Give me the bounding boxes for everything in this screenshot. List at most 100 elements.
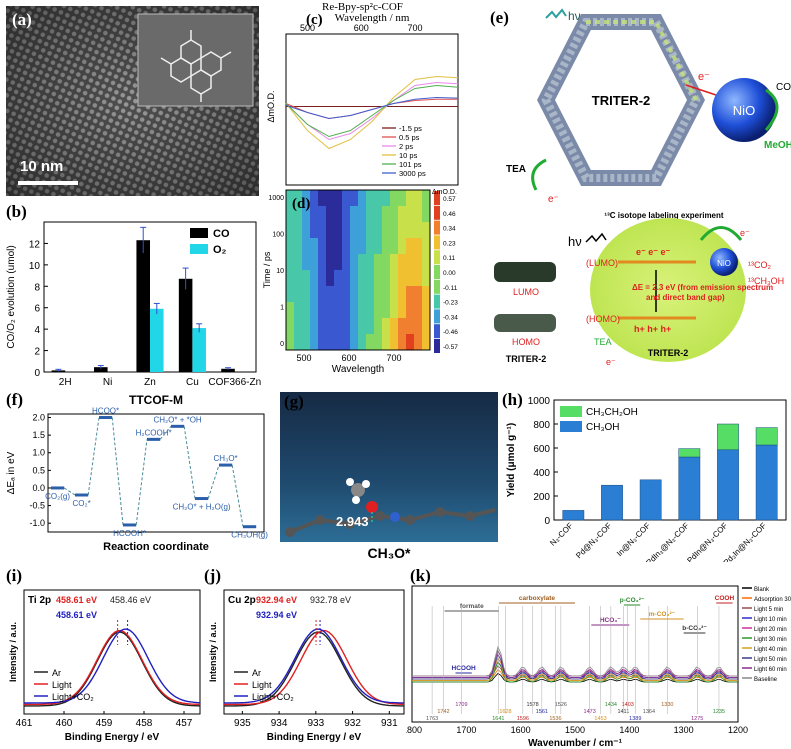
transition-line [111, 417, 124, 526]
y-axis-label-c: ΔmO.D. [266, 90, 276, 122]
heatmap-cell [422, 190, 431, 207]
tea-label-top: TEA [506, 164, 526, 175]
heatmap-cell [390, 206, 399, 223]
peak-annotation-i: 458.61 eV [56, 595, 97, 605]
stacked-bar-ch3oh [562, 510, 585, 521]
heatmap-cell [422, 302, 431, 319]
colorbar-segment [434, 265, 440, 279]
heatmap-cell [374, 318, 383, 335]
panel-label-d: (d) [292, 196, 310, 212]
x-tick-label-h: PdIn@N₃-COF [685, 521, 729, 562]
heatmap-cell [342, 254, 351, 271]
species-label: CH₃O* [367, 545, 411, 561]
heatmap-cell [374, 302, 383, 319]
x-tick-label-c: 600 [354, 23, 369, 33]
heatmap-cell [294, 318, 303, 335]
heatmap-cell [334, 286, 343, 303]
series-line-c [285, 75, 459, 150]
stacked-bar-ch3ch2oh [678, 448, 701, 458]
heatmap-cell [414, 286, 423, 303]
heatmap-cell [358, 206, 367, 223]
heatmap-cell [342, 302, 351, 319]
c13o2-label: ¹³CO₂ [748, 260, 771, 270]
heatmap-cell [406, 222, 415, 239]
co2-label: CO₂ [776, 82, 791, 93]
xps-curve [23, 629, 201, 706]
legend-swatch-b [190, 244, 208, 254]
heatmap-cell [422, 318, 431, 335]
heatmap-cell [294, 270, 303, 287]
legend-label-j: Ar [252, 668, 261, 678]
x-tick-label-i: 459 [96, 718, 113, 729]
legend-label-i: Light [52, 680, 72, 690]
peak-label: 1526 [555, 702, 567, 708]
plot-frame-k [411, 585, 739, 723]
isotope-title: ¹³C isotope labeling experiment [604, 211, 723, 220]
stacked-bar-ch3ch2oh [755, 427, 778, 446]
peak-label: 1641 [492, 716, 504, 722]
scene-g-svg: 2.943 CH₃O* [280, 392, 498, 561]
x-tick-label-c: 700 [407, 23, 422, 33]
transition-line [207, 464, 220, 499]
heatmap-cell [374, 190, 383, 207]
colorbar-segment [434, 191, 440, 205]
y-axis-label-d: Time / ps [262, 251, 272, 288]
heatmap-cell [294, 206, 303, 223]
heatmap-cell [390, 222, 399, 239]
heatmap-cell [310, 206, 319, 223]
chart-title-i: Ti 2p [28, 595, 51, 606]
y-tick-label-b: 2 [34, 347, 40, 358]
lumo-title: (LUMO) [586, 258, 618, 268]
transition-line [231, 464, 244, 527]
heatmap-cell [414, 318, 423, 335]
heatmap-cell [310, 270, 319, 287]
heatmap-cell [374, 222, 383, 239]
stacked-bar-ch3oh [678, 456, 701, 521]
holes-row: h+ h+ h+ [634, 324, 671, 334]
y-tick-label-f: 2.0 [32, 413, 45, 423]
peak-label: 1275 [691, 716, 703, 722]
heatmap-cell [406, 302, 415, 319]
nitrogen-atom [390, 512, 400, 522]
framework-label: TRITER-2 [592, 93, 651, 108]
heatmap-cell [350, 302, 359, 319]
heatmap-cell [366, 190, 375, 207]
heatmap-cell [406, 206, 415, 223]
heatmap-cell [342, 190, 351, 207]
heatmap-cell [286, 334, 295, 351]
x-tick-label-b: COF366-Zn [208, 377, 261, 388]
tea-arrow [531, 158, 547, 191]
heatmap-cell [398, 190, 407, 207]
bar-o2 [192, 328, 206, 372]
heatmap-cell [422, 238, 431, 255]
heatmap-cell [350, 318, 359, 335]
heatmap-cell [382, 270, 391, 287]
panel-label-k: (k) [410, 566, 431, 585]
heatmap-cell [302, 206, 311, 223]
colorbar-segment [434, 294, 440, 309]
cof-hexagon-framework [537, 14, 705, 186]
heatmap-cell [398, 318, 407, 335]
chart-j-svg: 935 934 933 932 931 Binding Energy / eV Intens… [208, 589, 405, 743]
energy-level-label: H₂COOH* [136, 428, 172, 437]
heatmap-cell [382, 190, 391, 207]
peak-label: 1403 [622, 702, 634, 708]
heatmap-cell [358, 286, 367, 303]
heatmap-cell [302, 238, 311, 255]
x-tick-label-b: Cu [186, 377, 199, 388]
band-label: b-CO₃²⁻ [682, 625, 707, 632]
legend-label-k: Light 60 min [754, 667, 787, 673]
nio-sphere-small [710, 248, 738, 276]
heatmap-cell [318, 318, 327, 335]
heatmap-cell [406, 318, 415, 335]
panel-label-h: (h) [502, 390, 523, 409]
band-label: p-CO₃²⁻ [620, 597, 645, 604]
oxygen-atom [366, 501, 378, 513]
heatmap-cell [398, 334, 407, 351]
peak-label: 1473 [584, 709, 596, 715]
y-tick-label-b: 12 [29, 239, 41, 250]
heatmap-cell [294, 254, 303, 271]
x-tick-label-h: Pd@N₃-COF [574, 521, 613, 560]
heatmap-cell [350, 286, 359, 303]
